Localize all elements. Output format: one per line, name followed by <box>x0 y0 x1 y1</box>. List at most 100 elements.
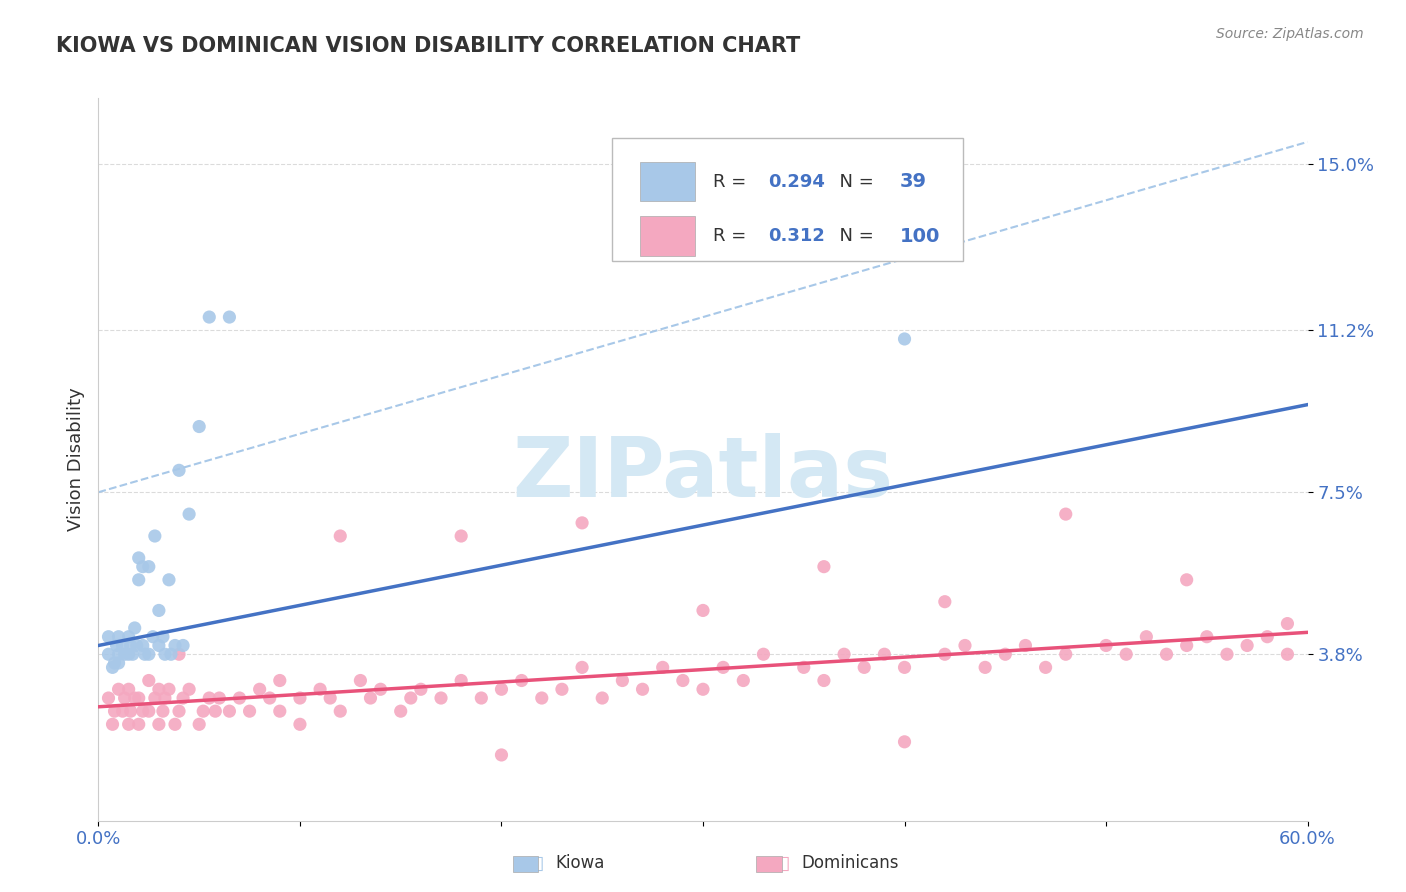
Point <box>1035 660 1057 674</box>
Point <box>309 682 332 697</box>
Point <box>832 647 855 661</box>
Point <box>97 647 120 661</box>
Point <box>167 704 190 718</box>
Bar <box>640 161 695 202</box>
Point <box>228 691 250 706</box>
Point <box>120 639 142 653</box>
Point <box>218 704 240 718</box>
Point <box>1095 639 1118 653</box>
Text: □: □ <box>770 854 790 873</box>
Point <box>152 704 174 718</box>
Point <box>188 717 211 731</box>
Point <box>934 595 956 609</box>
Point <box>399 691 422 706</box>
Point <box>148 603 170 617</box>
Text: 39: 39 <box>900 172 927 191</box>
Point <box>571 516 593 530</box>
Text: R =: R = <box>713 173 752 191</box>
Point <box>893 735 915 749</box>
Point <box>551 682 574 697</box>
Text: ZIPatlas: ZIPatlas <box>513 434 893 515</box>
Point <box>167 463 190 477</box>
Point <box>134 647 156 661</box>
Point <box>125 639 148 653</box>
Point <box>491 747 513 762</box>
Point <box>138 704 160 718</box>
Point <box>148 682 170 697</box>
Point <box>153 691 176 706</box>
Point <box>288 717 311 731</box>
Point <box>111 639 134 653</box>
Text: KIOWA VS DOMINICAN VISION DISABILITY CORRELATION CHART: KIOWA VS DOMINICAN VISION DISABILITY COR… <box>56 36 800 55</box>
Point <box>491 682 513 697</box>
Point <box>1175 573 1198 587</box>
Text: 0.294: 0.294 <box>768 173 825 191</box>
Point <box>167 647 190 661</box>
Point <box>132 639 155 653</box>
Point <box>249 682 271 697</box>
Point <box>409 682 432 697</box>
Text: R =: R = <box>713 227 752 245</box>
Point <box>132 704 155 718</box>
Point <box>152 630 174 644</box>
Point <box>107 630 129 644</box>
Point <box>163 639 186 653</box>
Point <box>107 682 129 697</box>
Point <box>138 647 160 661</box>
Point <box>107 647 129 661</box>
Point <box>510 673 533 688</box>
Point <box>128 550 150 565</box>
Point <box>97 630 120 644</box>
Point <box>163 717 186 731</box>
Point <box>121 647 143 661</box>
Point <box>1277 616 1299 631</box>
Point <box>1156 647 1178 661</box>
Point <box>193 704 215 718</box>
Point <box>138 559 160 574</box>
Point <box>1054 647 1077 661</box>
Point <box>672 673 695 688</box>
Point <box>1216 647 1239 661</box>
Point <box>157 573 180 587</box>
Point <box>114 691 136 706</box>
Point <box>692 682 714 697</box>
Point <box>148 639 170 653</box>
Point <box>288 691 311 706</box>
Point <box>179 507 201 521</box>
Point <box>370 682 392 697</box>
Point <box>132 559 155 574</box>
Point <box>143 529 166 543</box>
Point <box>101 717 124 731</box>
Point <box>118 682 141 697</box>
Point <box>450 673 472 688</box>
Point <box>118 647 141 661</box>
Point <box>118 717 141 731</box>
Point <box>752 647 775 661</box>
Text: Dominicans: Dominicans <box>801 855 898 872</box>
Bar <box>640 216 695 256</box>
Point <box>733 673 755 688</box>
Point <box>143 691 166 706</box>
Point <box>97 691 120 706</box>
Point <box>128 717 150 731</box>
Point <box>1175 639 1198 653</box>
Point <box>111 704 134 718</box>
Point <box>711 660 734 674</box>
Point <box>319 691 342 706</box>
Point <box>1014 639 1036 653</box>
Point <box>1277 647 1299 661</box>
Text: Source: ZipAtlas.com: Source: ZipAtlas.com <box>1216 27 1364 41</box>
Point <box>188 419 211 434</box>
Point <box>101 660 124 674</box>
Point <box>450 529 472 543</box>
Text: 0.312: 0.312 <box>768 227 825 245</box>
Point <box>153 647 176 661</box>
Point <box>1236 639 1258 653</box>
Point <box>1135 630 1157 644</box>
Point <box>148 717 170 731</box>
Point <box>172 691 194 706</box>
Point <box>1195 630 1218 644</box>
Point <box>530 691 553 706</box>
Point <box>692 603 714 617</box>
Point <box>793 660 815 674</box>
